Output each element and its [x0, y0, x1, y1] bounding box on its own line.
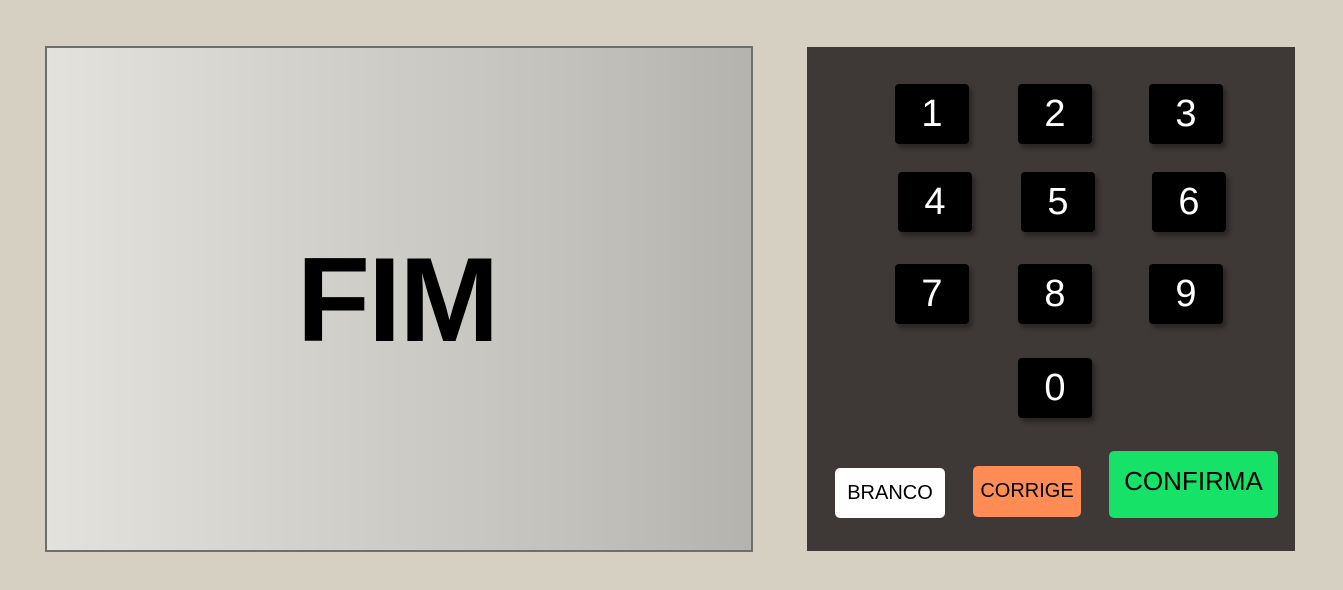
branco-button[interactable]: BRANCO [835, 468, 945, 518]
key-2-button[interactable]: 2 [1018, 84, 1092, 144]
key-8-button[interactable]: 8 [1018, 264, 1092, 324]
key-0-button[interactable]: 0 [1018, 358, 1092, 418]
key-5-button[interactable]: 5 [1021, 172, 1095, 232]
corrige-button[interactable]: CORRIGE [973, 466, 1081, 517]
key-3-button[interactable]: 3 [1149, 84, 1223, 144]
key-6-button[interactable]: 6 [1152, 172, 1226, 232]
voting-screen: FIM [45, 46, 753, 552]
key-4-button[interactable]: 4 [898, 172, 972, 232]
key-7-button[interactable]: 7 [895, 264, 969, 324]
keypad: 1 2 3 4 5 6 7 8 9 0 BRANCO CORRIGE CONFI… [807, 47, 1295, 551]
confirma-button[interactable]: CONFIRMA [1109, 451, 1278, 518]
key-9-button[interactable]: 9 [1149, 264, 1223, 324]
screen-message: FIM [296, 233, 500, 367]
key-1-button[interactable]: 1 [895, 84, 969, 144]
